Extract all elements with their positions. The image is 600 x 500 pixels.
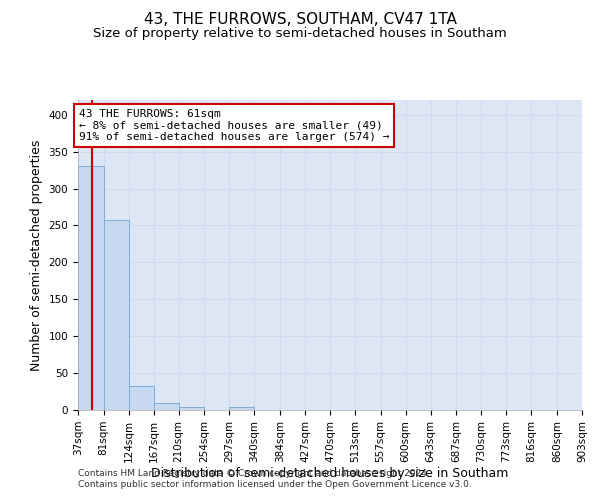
Text: Size of property relative to semi-detached houses in Southam: Size of property relative to semi-detach… [93, 28, 507, 40]
Text: Contains HM Land Registry data © Crown copyright and database right 2024.: Contains HM Land Registry data © Crown c… [78, 468, 430, 477]
Text: 43 THE FURROWS: 61sqm
← 8% of semi-detached houses are smaller (49)
91% of semi-: 43 THE FURROWS: 61sqm ← 8% of semi-detac… [79, 109, 389, 142]
Text: Contains public sector information licensed under the Open Government Licence v3: Contains public sector information licen… [78, 480, 472, 489]
Bar [128, 386, 154, 410]
Bar [104, 220, 128, 410]
Text: 43, THE FURROWS, SOUTHAM, CV47 1TA: 43, THE FURROWS, SOUTHAM, CV47 1TA [143, 12, 457, 28]
Bar [229, 407, 254, 410]
Bar [154, 404, 179, 410]
Bar [179, 407, 204, 410]
Bar [78, 166, 104, 410]
Y-axis label: Number of semi-detached properties: Number of semi-detached properties [30, 140, 43, 370]
X-axis label: Distribution of semi-detached houses by size in Southam: Distribution of semi-detached houses by … [151, 468, 509, 480]
